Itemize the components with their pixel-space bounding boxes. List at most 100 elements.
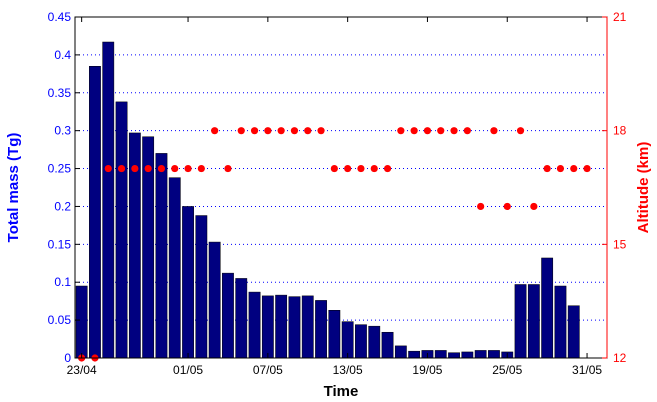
altitude-point [437,127,445,135]
altitude-point [477,202,485,211]
altitude-points [78,127,591,362]
mass-bar [301,295,314,359]
mass-bar [448,352,460,359]
altitude-point [144,164,152,173]
x-axis-tick-label: 23/04 [67,363,97,377]
altitude-point [410,127,418,135]
altitude-point [530,202,538,211]
altitude-point [423,127,432,135]
altitude-point [250,127,259,135]
altitude-point [370,164,378,173]
x-axis-tick-label: 25/05 [492,363,522,377]
x-axis-tick-label: 13/05 [333,363,363,377]
mass-bar [115,101,128,359]
mass-bar [527,284,540,359]
mass-bar [541,257,554,359]
mass-bar [168,177,181,359]
altitude-point [237,127,245,135]
altitude-point [503,202,511,211]
altitude-point [264,127,272,135]
plot-area-frame [74,16,608,359]
mass-axis-tick-label: 0.35 [48,86,72,100]
altitude-point [556,164,565,173]
mass-bar [288,296,301,359]
mass-bar [208,241,221,359]
altitude-point [450,127,458,135]
mass-bar [155,153,168,359]
altitude-point [543,164,551,173]
x-axis-tick-label: 19/05 [412,363,442,377]
mass-bar [315,300,327,359]
altitude-point [224,164,232,173]
mass-bar [408,350,421,359]
altitude-point [344,164,352,173]
altitude-axis-tick-label: 15 [613,237,627,251]
mass-bar [394,345,407,359]
mass-axis-tick-label: 0.2 [54,199,71,213]
mass-bar [195,215,208,359]
mass-axis-ticks: 0 0.05 0.1 0.15 0.2 0.25 0.3 0.35 0.4 0.45 [48,10,80,365]
altitude-point [383,164,392,173]
mass-bar [182,206,194,359]
altitude-point [104,164,112,173]
grid-lines [75,16,607,321]
mass-bar [248,291,261,359]
mass-axis-tick-label: 0.15 [48,237,72,251]
altitude-point [570,164,578,173]
mass-bar [341,321,354,359]
altitude-point [184,164,192,173]
altitude-point [516,127,525,135]
altitude-axis-title: Altitude (km) [635,142,652,234]
x-axis-tick-label: 07/05 [253,363,283,377]
altitude-point [290,127,299,135]
altitude-point [117,164,126,173]
mass-bar [488,350,500,359]
altitude-point [171,164,179,173]
x-axis-tick-label: 31/05 [572,363,602,377]
altitude-axis-tick-label: 12 [613,351,627,365]
mass-bars [75,41,580,359]
mass-bar [355,324,367,359]
mass-bar [275,294,288,359]
mass-bar [75,285,88,359]
mass-axis-tick-label: 0.05 [48,313,72,327]
altitude-point [211,127,219,135]
x-axis-tick-label: 01/05 [173,363,203,377]
mass-bar [434,350,447,359]
altitude-point [330,164,338,173]
altitude-point [317,127,325,135]
mass-axis-tick-label: 0.45 [48,10,72,24]
mass-bar [567,305,580,359]
altitude-point [277,127,285,135]
altitude-point [463,127,471,135]
x-axis-ticks: 23/04 01/05 07/05 13/05 19/05 25/05 31/05 [67,17,602,377]
mass-bar [381,331,394,359]
mass-axis-tick-label: 0.1 [54,275,71,289]
mass-bar [554,285,567,359]
altitude-point [157,164,166,173]
mass-axis-tick-label: 0.3 [54,124,71,138]
altitude-axis-tick-label: 21 [613,10,627,24]
mass-bar [514,284,527,359]
mass-bar [235,278,248,359]
mass-axis-title: Total mass (Tg) [5,133,22,243]
mass-bar [261,295,274,359]
mass-bar [89,66,101,359]
altitude-point [397,127,405,135]
mass-axis-tick-label: 0.4 [54,48,71,62]
altitude-axis-ticks: 12 15 18 21 [602,10,627,365]
mass-bar [102,41,115,359]
mass-axis-tick-label: 0.25 [48,162,72,176]
mass-bar [368,325,381,359]
mass-bar [222,272,234,359]
altitude-point [357,164,365,173]
altitude-point [583,164,591,173]
mass-bar [328,310,341,359]
altitude-axis-tick-label: 18 [613,124,627,138]
mass-axis-tick-label: 0 [64,351,71,365]
mass-bar [461,351,474,359]
mass-bar [474,350,487,359]
x-axis-title: Time [324,383,359,400]
altitude-point [304,127,312,135]
